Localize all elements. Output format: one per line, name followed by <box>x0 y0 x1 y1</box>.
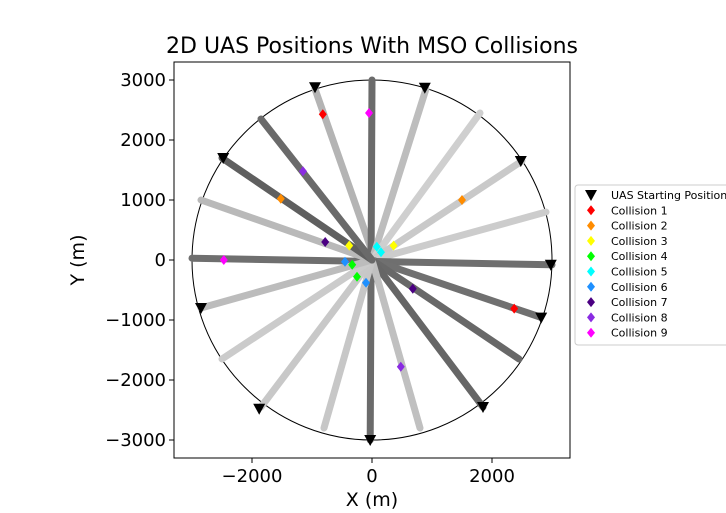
collision-1-marker-1 <box>318 109 327 120</box>
uas-path-14 <box>218 256 376 363</box>
uas-start-marker-2 <box>364 435 377 446</box>
legend-label: Collision 4 <box>611 250 668 263</box>
legend-marker-collision-1 <box>587 205 595 216</box>
legend-label: Collision 1 <box>611 204 668 217</box>
uas-start-marker-8 <box>253 403 266 415</box>
uas-start-marker-4 <box>514 156 527 167</box>
legend-label: Collision 8 <box>611 311 668 324</box>
legend-marker-start <box>585 190 597 201</box>
chart-title: 2D UAS Positions With MSO Collisions <box>166 34 578 59</box>
uas-start-marker-10 <box>217 153 230 164</box>
collision-4-marker-2 <box>353 271 361 282</box>
legend-marker-collision-9 <box>587 327 595 338</box>
uas-path-18 <box>257 115 376 264</box>
y-tick-label: 2000 <box>120 130 166 151</box>
legend-label: UAS Starting Position <box>611 189 726 202</box>
uas-path-17 <box>218 154 376 264</box>
legend-label: Collision 3 <box>611 235 668 248</box>
collision-3-marker-2 <box>389 240 398 251</box>
collision-8-marker-1 <box>299 166 307 177</box>
uas-start-marker-9 <box>195 303 207 314</box>
collision-5-marker-2 <box>377 247 385 258</box>
uas-start-marker-3 <box>418 82 431 94</box>
collision-4-marker-1 <box>348 259 357 270</box>
legend-label: Collision 2 <box>611 220 668 233</box>
legend-marker-collision-5 <box>587 266 595 277</box>
collision-5-marker-1 <box>372 241 381 252</box>
collision-7-marker-1 <box>321 237 330 247</box>
uas-start-marker-6 <box>535 312 548 324</box>
y-tick-label: −2000 <box>105 370 166 391</box>
legend-label: Collision 6 <box>611 281 668 294</box>
collision-8-marker-2 <box>396 361 405 372</box>
y-tick-label: −3000 <box>105 430 166 451</box>
uas-path-6 <box>368 208 550 264</box>
uas-path-1 <box>311 85 379 264</box>
collision-2-marker-1 <box>276 193 285 204</box>
y-tick-label: 3000 <box>120 70 166 91</box>
x-tick-label: 0 <box>366 466 377 487</box>
uas-start-marker-1 <box>309 82 321 94</box>
x-tick-label: 2000 <box>469 466 515 487</box>
x-axis-ticks: −2000 0 2000 <box>222 458 515 487</box>
legend-marker-collision-6 <box>587 281 595 292</box>
collision-3-marker-1 <box>345 240 354 251</box>
y-tick-label: 0 <box>155 250 166 271</box>
legend-marker-collision-3 <box>587 235 595 246</box>
legend-label: Collision 5 <box>611 266 668 279</box>
uas-path-5 <box>368 157 526 264</box>
uas-path-12 <box>320 256 376 432</box>
y-axis-ticks: −3000 −2000 −1000 0 1000 2000 3000 <box>105 70 174 451</box>
collision-1-marker-2 <box>510 303 519 314</box>
legend-label: Collision 9 <box>611 327 668 340</box>
uas-path-3 <box>368 85 430 264</box>
uas-start-marker-5 <box>544 259 557 271</box>
x-tick-label: −2000 <box>222 466 283 487</box>
uas-path-4 <box>368 109 484 264</box>
collision-6-marker-2 <box>362 277 370 288</box>
y-axis-label: Y (m) <box>67 235 89 287</box>
legend-marker-collision-8 <box>587 312 595 323</box>
collision-9-marker-1 <box>365 108 373 118</box>
collision-6-marker-1 <box>341 256 349 267</box>
uas-path-15 <box>197 256 376 312</box>
y-tick-label: −1000 <box>105 310 166 331</box>
uas-path-9 <box>368 256 523 363</box>
legend: UAS Starting Position Collision 1 Collisio… <box>574 184 726 346</box>
y-tick-label: 1000 <box>120 190 166 211</box>
legend-box <box>574 184 726 346</box>
collision-7-marker-2 <box>408 283 417 294</box>
collision-2-marker-2 <box>458 195 466 205</box>
uas-path-11 <box>368 256 424 432</box>
x-axis-label: X (m) <box>346 489 398 511</box>
uas-path-10 <box>368 256 487 411</box>
plot-area <box>188 76 557 446</box>
collision-9-marker-2 <box>219 255 228 265</box>
legend-label: Collision 7 <box>611 296 668 309</box>
uas-start-marker-7 <box>477 402 489 413</box>
legend-marker-collision-7 <box>587 297 595 308</box>
legend-marker-collision-2 <box>587 220 595 231</box>
uas-path-13 <box>257 256 376 411</box>
uas-path-16 <box>197 196 376 264</box>
legend-marker-collision-4 <box>587 251 595 262</box>
